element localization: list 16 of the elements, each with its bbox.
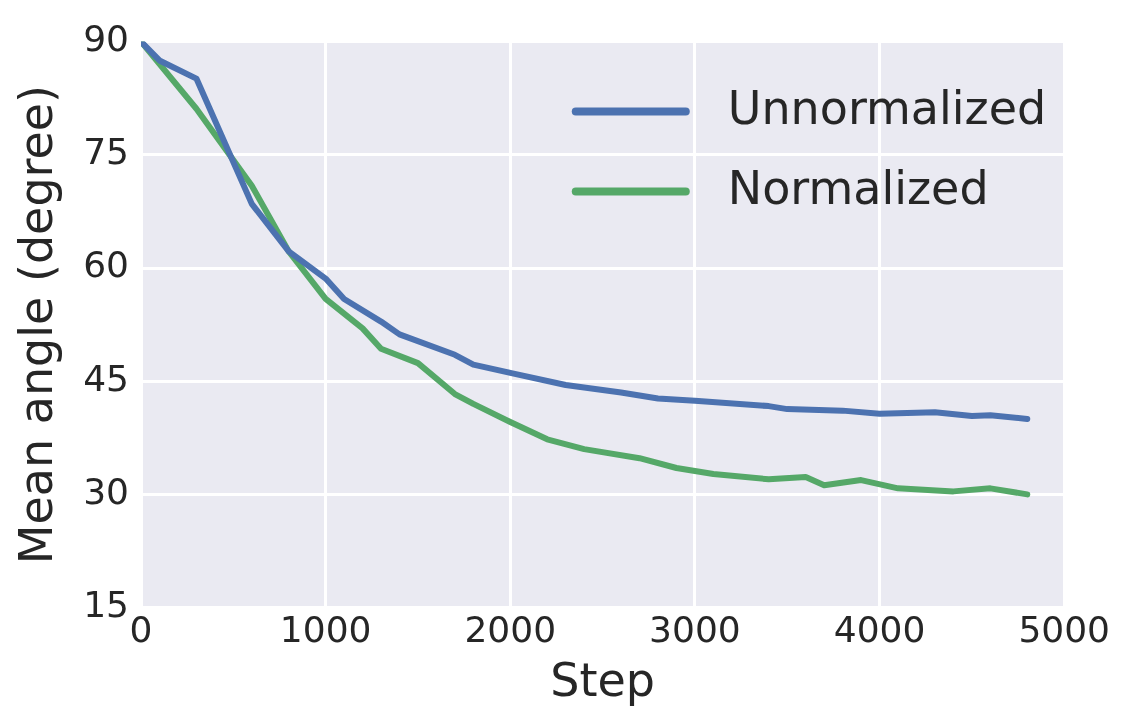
y-tick-label: 75: [83, 131, 130, 173]
x-tick-label: 0: [129, 608, 153, 650]
x-tick-label: 2000: [464, 608, 557, 650]
legend-label: Unnormalized: [727, 80, 1047, 135]
y-tick-label: 90: [83, 17, 130, 59]
x-tick-label: 3000: [649, 608, 741, 650]
legend-label: Normalized: [727, 160, 989, 215]
y-tick-label: 30: [83, 470, 130, 512]
y-tick-label: 60: [83, 244, 130, 286]
x-tick-label: 1000: [279, 608, 372, 650]
x-tick-label: 5000: [1018, 608, 1110, 650]
y-tick-label: 45: [83, 357, 130, 399]
y-tick-label: 15: [83, 583, 130, 625]
x-tick-label: 4000: [833, 608, 926, 650]
x-axis-title: Step: [550, 653, 655, 708]
y-axis-title: Mean angle (degree): [8, 84, 63, 565]
